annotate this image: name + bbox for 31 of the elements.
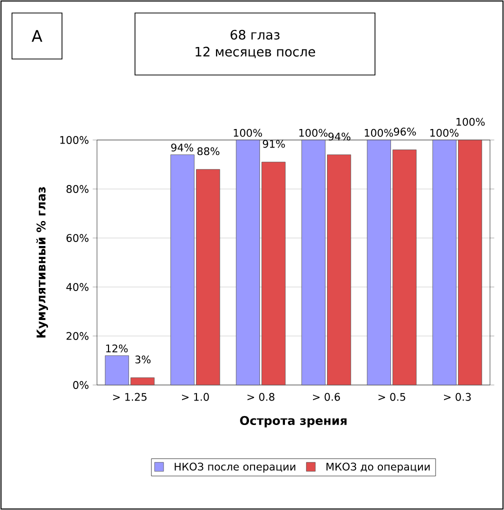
x-tick-label: > 0.5 (378, 392, 406, 401)
x-tick-label: > 1.0 (182, 392, 209, 401)
x-tick-label: > 0.6 (312, 392, 340, 401)
y-axis-title: Кумулятивный % глаз (36, 187, 48, 338)
legend-label: НКОЗ после операции (174, 462, 296, 473)
data-label: 100% (234, 128, 262, 137)
chart-subtitle: 12 месяцев после (196, 46, 316, 58)
x-tick-label: > 0.3 (444, 392, 471, 401)
text: A (32, 30, 42, 42)
y-tick-label: 40% (66, 283, 88, 291)
data-label: 100% (456, 118, 485, 126)
x-tick-label: > 1.25 (113, 392, 147, 401)
data-label: 100% (364, 128, 394, 137)
data-label: 88% (197, 147, 220, 156)
data-label: 94% (328, 132, 350, 140)
data-label: 100% (299, 128, 328, 137)
chart-title: 68 глаз (230, 30, 280, 40)
data-label: 100% (430, 128, 459, 137)
data-label: 91% (262, 140, 285, 148)
y-tick-label: 0% (73, 381, 88, 389)
y-tick-label: 20% (66, 332, 88, 340)
y-tick-label: 60% (66, 234, 88, 242)
x-tick-label: > 0.8 (247, 392, 274, 401)
legend-label: МКОЗ до операции (326, 462, 430, 473)
data-label: 12% (106, 344, 128, 352)
data-label: 3% (135, 356, 151, 364)
y-tick-label: 100% (60, 136, 88, 144)
data-label: 94% (171, 144, 194, 152)
y-tick-label: 80% (66, 185, 88, 193)
x-axis-title: Острота зрения (240, 416, 347, 428)
data-label: 96% (394, 128, 416, 136)
